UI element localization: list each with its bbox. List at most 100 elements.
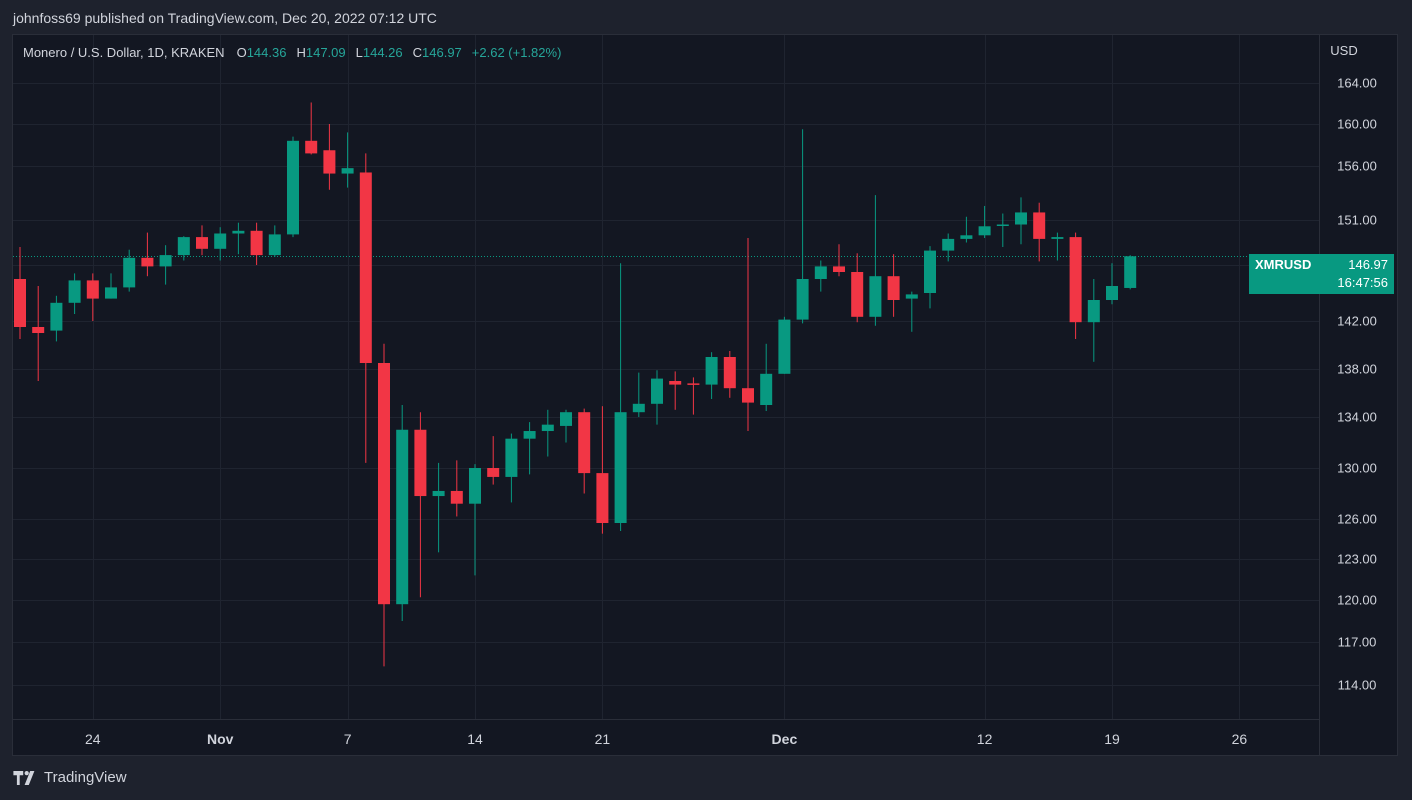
time-axis[interactable]: 24 Nov 7 14 21 Dec 12 19 26 (85, 731, 1247, 747)
candle[interactable] (924, 246, 936, 309)
candle[interactable] (578, 408, 591, 494)
candle[interactable] (1033, 202, 1046, 262)
candle[interactable] (523, 422, 536, 475)
candle[interactable] (159, 245, 172, 285)
candle-body (541, 424, 554, 432)
candle[interactable] (305, 102, 318, 155)
candle-body (614, 412, 627, 523)
candle[interactable] (287, 136, 299, 238)
candle[interactable] (359, 153, 372, 463)
candle[interactable] (887, 254, 900, 317)
candle[interactable] (32, 286, 45, 381)
candle[interactable] (250, 222, 263, 265)
candle-body (924, 250, 936, 293)
candle[interactable] (105, 273, 117, 299)
candle[interactable] (86, 273, 99, 321)
brand-name: TradingView (44, 769, 127, 786)
candle[interactable] (432, 462, 445, 553)
candle[interactable] (196, 225, 208, 256)
candle-body (833, 266, 845, 272)
candle[interactable] (341, 132, 354, 188)
candles-layer[interactable] (14, 102, 1137, 667)
candle-body (960, 235, 973, 239)
candle[interactable] (742, 238, 754, 432)
price-chart[interactable]: USD 164.00160.00156.00151.00146.00142.00… (0, 0, 1412, 760)
candle[interactable] (996, 213, 1009, 247)
chart-frame[interactable] (12, 34, 1398, 756)
candle[interactable] (814, 260, 827, 292)
candle-body (341, 168, 354, 174)
candle[interactable] (978, 205, 991, 238)
candle-body (1106, 286, 1118, 300)
candle-body (942, 238, 955, 251)
candle[interactable] (1015, 197, 1027, 245)
price-axis[interactable]: 164.00160.00156.00151.00146.00142.00138.… (1337, 76, 1377, 693)
candle[interactable] (851, 253, 864, 323)
candle-body (32, 327, 45, 333)
candle-body (578, 412, 591, 474)
candle-body (523, 431, 536, 439)
candle[interactable] (1124, 255, 1137, 290)
candle[interactable] (560, 409, 572, 443)
candle[interactable] (323, 124, 336, 190)
candle[interactable] (596, 406, 609, 534)
candle[interactable] (177, 236, 190, 261)
candle-body (851, 272, 864, 317)
candle[interactable] (614, 263, 627, 531)
candle[interactable] (1069, 232, 1082, 339)
candle[interactable] (214, 227, 227, 261)
high-label: H (296, 45, 306, 60)
close-label: C (412, 45, 423, 60)
candle[interactable] (414, 412, 427, 598)
candle[interactable] (778, 316, 791, 374)
candle[interactable] (687, 377, 700, 415)
candle[interactable] (905, 291, 918, 332)
candle-body (1015, 212, 1027, 225)
candle[interactable] (123, 249, 136, 292)
symbol-description: Monero / U.S. Dollar, 1D, KRAKEN (23, 45, 225, 60)
candle[interactable] (723, 351, 736, 398)
candle[interactable] (760, 343, 773, 411)
price-tag-background (1249, 254, 1394, 294)
candle[interactable] (487, 436, 500, 485)
change-value: +2.62 (+1.82%) (471, 45, 562, 60)
candle-body (796, 279, 809, 320)
price-tick-label: 151.00 (1337, 213, 1377, 228)
tradingview-brand[interactable]: TradingView (13, 769, 127, 786)
candle[interactable] (669, 371, 682, 410)
candle[interactable] (651, 370, 663, 425)
candle[interactable] (268, 225, 281, 257)
candle[interactable] (541, 409, 554, 457)
candle[interactable] (141, 232, 154, 277)
candle[interactable] (232, 222, 245, 255)
candle[interactable] (833, 244, 845, 277)
candle-body (250, 230, 263, 256)
candle[interactable] (942, 233, 955, 262)
candle[interactable] (14, 247, 26, 339)
candle-body (978, 226, 991, 236)
candle-body (177, 237, 190, 256)
candle[interactable] (378, 343, 390, 667)
price-tick-label: 130.00 (1337, 461, 1377, 476)
candle[interactable] (505, 433, 518, 503)
candle-body (378, 363, 390, 605)
candle[interactable] (68, 273, 81, 314)
candle[interactable] (796, 129, 809, 324)
candle[interactable] (450, 460, 463, 517)
candle[interactable] (469, 464, 481, 576)
candle[interactable] (1051, 232, 1064, 261)
candle[interactable] (1106, 263, 1118, 305)
candle[interactable] (50, 295, 63, 342)
price-tick-label: 114.00 (1338, 678, 1377, 693)
candle[interactable] (632, 372, 645, 417)
price-tick-label: 164.00 (1337, 76, 1377, 91)
candle[interactable] (960, 216, 973, 243)
candle-body (560, 412, 572, 426)
open-value: 144.36 (246, 45, 287, 60)
candle[interactable] (1087, 279, 1100, 362)
candle-body (1124, 256, 1137, 288)
candle[interactable] (869, 195, 882, 326)
candle[interactable] (396, 405, 409, 621)
candle-body (414, 429, 427, 497)
candle[interactable] (705, 352, 718, 399)
